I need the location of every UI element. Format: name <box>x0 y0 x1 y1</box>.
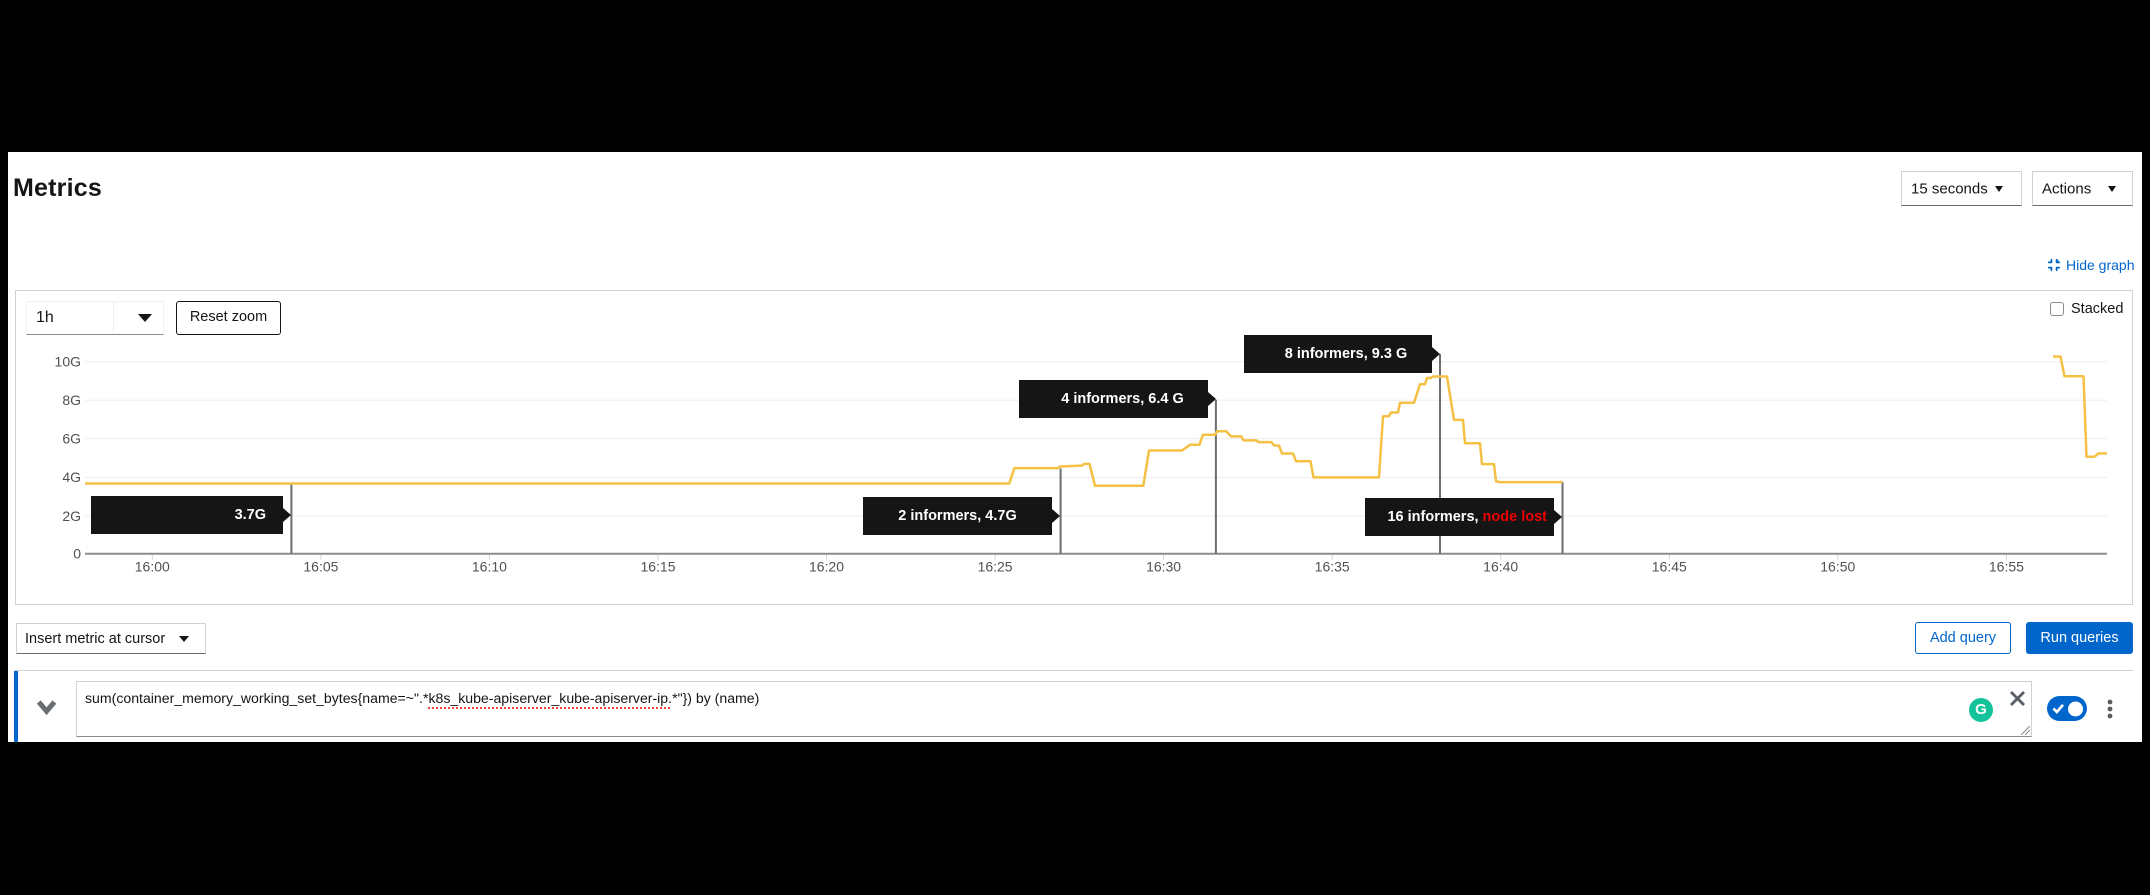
svg-text:16:35: 16:35 <box>1315 559 1350 575</box>
svg-text:2G: 2G <box>62 508 81 524</box>
svg-text:16:40: 16:40 <box>1483 559 1518 575</box>
svg-text:16:10: 16:10 <box>472 559 507 575</box>
svg-text:16:15: 16:15 <box>640 559 675 575</box>
svg-text:16:00: 16:00 <box>135 559 170 575</box>
svg-text:16:30: 16:30 <box>1146 559 1181 575</box>
svg-text:16:25: 16:25 <box>978 559 1013 575</box>
svg-text:16:50: 16:50 <box>1820 559 1855 575</box>
svg-text:16:05: 16:05 <box>303 559 338 575</box>
svg-text:10G: 10G <box>55 354 81 370</box>
svg-text:6G: 6G <box>62 430 81 446</box>
svg-text:16:20: 16:20 <box>809 559 844 575</box>
svg-text:16:55: 16:55 <box>1989 559 2024 575</box>
svg-text:16:45: 16:45 <box>1652 559 1687 575</box>
svg-text:0: 0 <box>73 546 81 562</box>
svg-text:4G: 4G <box>62 469 81 485</box>
svg-text:8G: 8G <box>62 392 81 408</box>
